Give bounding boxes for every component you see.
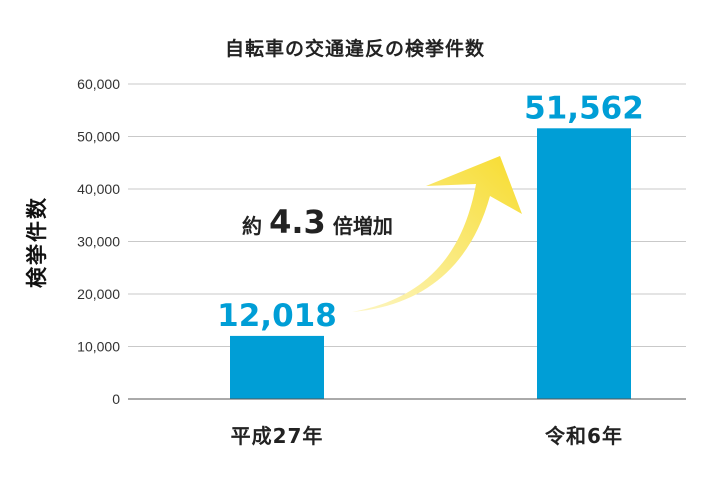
bar-value-label: 12,018 xyxy=(217,298,337,334)
y-tick-label: 30,000 xyxy=(77,234,120,250)
bar xyxy=(537,128,631,399)
y-tick-label: 50,000 xyxy=(77,129,120,145)
y-tick-label: 40,000 xyxy=(77,181,120,197)
chart-title: 自転車の交通違反の検挙件数 xyxy=(225,37,485,60)
growth-arrow xyxy=(352,156,522,312)
y-tick-label: 60,000 xyxy=(77,76,120,92)
data-labels: 12,018 51,562 xyxy=(217,90,644,334)
annotation-suffix: 倍増加 xyxy=(333,214,393,238)
y-tick-label: 0 xyxy=(112,391,120,407)
y-tick-labels: 0 10,000 20,000 30,000 40,000 50,000 60,000 xyxy=(77,76,120,407)
y-tick-label: 10,000 xyxy=(77,339,120,355)
bar xyxy=(230,335,324,399)
x-category-label: 令和6年 xyxy=(545,424,623,448)
y-axis-label: 検挙件数 xyxy=(25,196,49,288)
growth-annotation: 約 4.3 倍増加 xyxy=(242,203,393,241)
y-tick-label: 20,000 xyxy=(77,286,120,302)
x-category-label: 平成27年 xyxy=(231,424,324,448)
bars xyxy=(230,128,631,399)
annotation-value: 4.3 xyxy=(269,203,326,241)
bar-value-label: 51,562 xyxy=(524,90,644,126)
x-category-labels: 平成27年 令和6年 xyxy=(231,424,623,448)
annotation-prefix: 約 xyxy=(242,214,262,238)
